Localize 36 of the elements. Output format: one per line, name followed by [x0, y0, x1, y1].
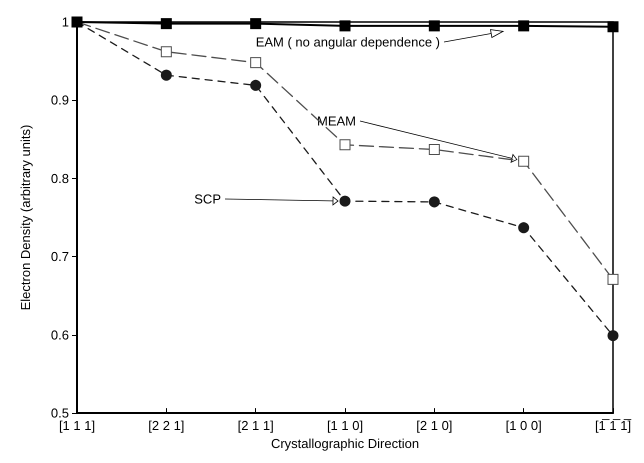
point [428, 196, 440, 208]
point [250, 18, 262, 30]
x-tick-label: [2 2 1] [148, 418, 184, 434]
annotation: EAM ( no angular dependence ) [256, 34, 440, 50]
x-tick-label: [2 1 0] [416, 418, 452, 434]
point [518, 20, 530, 32]
point [518, 156, 530, 167]
y-tick-label: 0.8 [50, 170, 69, 186]
y-tick-label: 0.5 [50, 406, 69, 421]
x-tick-label: [1 0 0] [506, 418, 542, 434]
point [160, 46, 172, 58]
point [160, 70, 172, 81]
y-tick-label: 0.6 [50, 327, 69, 342]
x-axis-title: Crystallographic Direction [270, 436, 420, 451]
point [608, 274, 618, 285]
x-tick-label: [2 1 1] [238, 418, 274, 434]
point [250, 80, 262, 91]
point [608, 330, 618, 342]
point [428, 144, 440, 155]
point [160, 18, 172, 30]
point [608, 21, 618, 32]
point [518, 222, 530, 234]
y-tick-label: 1 [62, 14, 69, 30]
annotation: MEAM [317, 114, 356, 128]
annotation: SCP [194, 192, 221, 206]
y-axis-title: Electron Density (arbitrary units) [18, 124, 33, 310]
x-tick-label: [1 1 1] [58, 418, 96, 434]
y-tick-label: 0.7 [50, 249, 69, 264]
x-tick-label: [1 1 0] [326, 418, 364, 434]
y-tick-label: 0.9 [50, 92, 69, 108]
point [340, 20, 350, 32]
point [340, 139, 350, 150]
x-tick-label: [1̅ 1̅ 1̅] [594, 418, 632, 434]
point [428, 20, 440, 32]
point [250, 57, 262, 68]
point [340, 196, 350, 207]
